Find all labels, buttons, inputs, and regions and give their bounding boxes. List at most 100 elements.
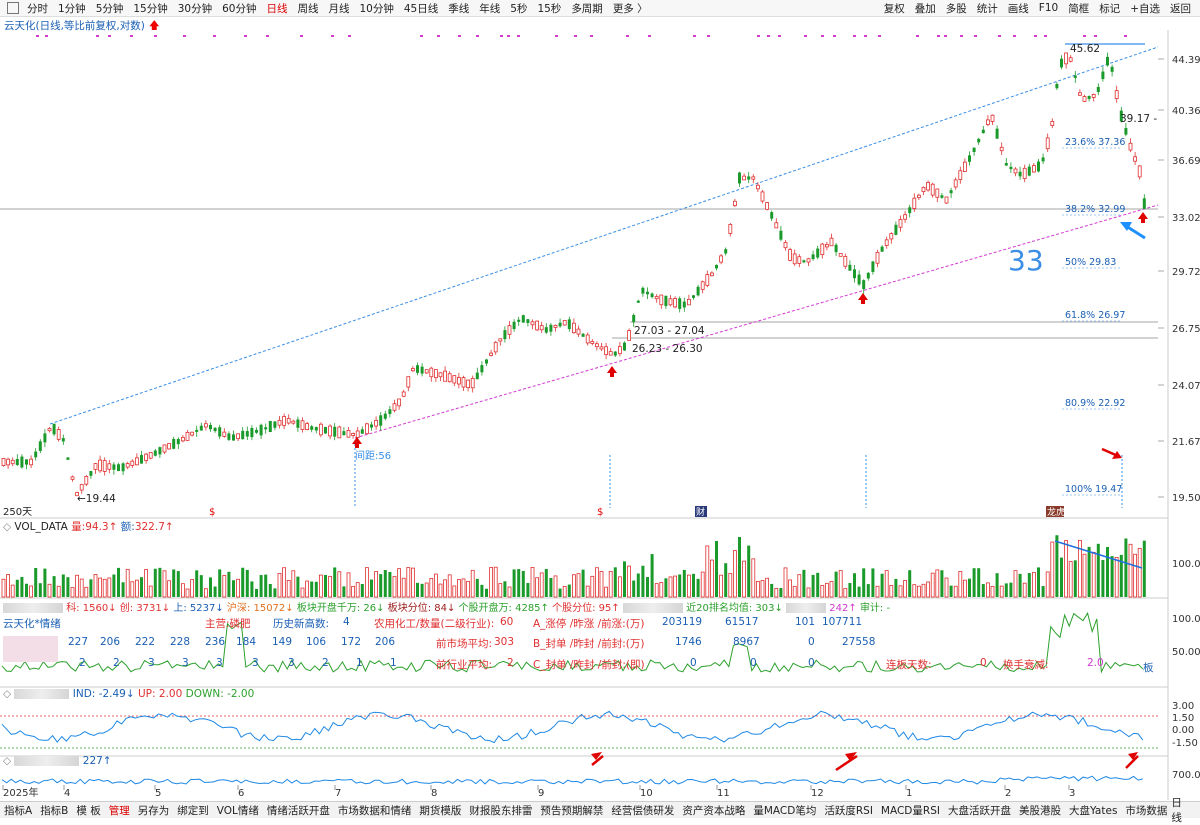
sentiment-value: 1 — [390, 657, 397, 669]
candle-body — [47, 428, 52, 432]
candle-body — [921, 186, 926, 193]
template-tab[interactable]: 财报股东排雷 — [469, 804, 533, 817]
volume-bar — [650, 554, 654, 597]
candle-body — [825, 244, 829, 248]
period-tab[interactable]: 周线 — [297, 2, 319, 15]
expand-icon[interactable]: ◇ — [3, 688, 12, 700]
template-tab[interactable]: 大盘Yates — [1068, 804, 1118, 817]
period-tab[interactable]: 日线 — [266, 2, 288, 15]
template-tab[interactable]: 量MACD笔均 — [753, 804, 817, 817]
candle-body — [673, 298, 677, 308]
function-tab[interactable]: 简框 — [1068, 2, 1090, 15]
template-tab[interactable]: 活跃度RSI — [824, 804, 873, 817]
candle-body — [79, 483, 84, 491]
template-tab[interactable]: 另存为 — [137, 804, 170, 817]
volume-bar — [898, 585, 903, 598]
candle-body — [364, 423, 369, 435]
function-tab[interactable]: 多股 — [945, 2, 967, 15]
volume-bar — [117, 567, 120, 597]
template-tab[interactable]: 模 板 — [76, 804, 101, 817]
volume-bar — [1, 578, 6, 598]
month-label: 8 — [431, 788, 437, 799]
template-tab[interactable]: 管理 — [108, 804, 130, 817]
template-tab[interactable]: 期货模版 — [419, 804, 462, 817]
candle-body — [751, 176, 756, 180]
candle-body — [728, 224, 733, 234]
expand-icon[interactable]: ◇ — [3, 521, 12, 533]
period-tab[interactable]: 1分钟 — [58, 2, 86, 15]
period-tab[interactable]: 季线 — [448, 2, 470, 15]
candle-body — [162, 444, 167, 453]
template-tab[interactable]: 预告预期解禁 — [540, 804, 604, 817]
candle-body — [342, 431, 346, 436]
period-indicator[interactable]: 日线 — [1171, 797, 1182, 824]
candle-body — [963, 161, 967, 172]
ind-header: ◇ IND: -2.49↓ UP: 2.00 DOWN: -2.00 — [3, 688, 254, 700]
template-tab[interactable]: 市场数据 — [1125, 804, 1168, 817]
candle-body — [259, 424, 263, 436]
function-tab[interactable]: 返回 — [1170, 2, 1191, 15]
period-tab[interactable]: 月线 — [328, 2, 350, 15]
period-tab[interactable]: 60分钟 — [222, 2, 257, 15]
template-tab[interactable]: 市场数据和情绪 — [337, 804, 412, 817]
period-tab[interactable]: 更多 〉 — [612, 2, 648, 15]
side-label: 板 — [1143, 662, 1154, 674]
candle-body — [968, 155, 971, 162]
volume-bar — [659, 582, 664, 598]
template-tab[interactable]: MACD量RSI — [880, 804, 940, 817]
month-label: 5 — [155, 788, 161, 799]
candle-body — [765, 202, 769, 210]
volume-bar — [981, 584, 985, 597]
candle-body — [990, 114, 995, 122]
period-tab[interactable]: 多周期 — [571, 2, 603, 15]
volume-bar — [493, 566, 498, 598]
sentiment-value: 2 — [79, 657, 86, 669]
period-tab[interactable]: 15秒 — [537, 2, 562, 15]
template-tab[interactable]: 情绪活跃开盘 — [266, 804, 330, 817]
window-icon[interactable] — [7, 2, 19, 14]
period-tab[interactable]: 30分钟 — [177, 2, 213, 15]
period-tab[interactable]: 10分钟 — [359, 2, 394, 15]
volume-bar — [623, 561, 626, 597]
volume-bar — [452, 585, 457, 598]
period-tab[interactable]: 5秒 — [510, 2, 528, 15]
template-tab[interactable]: 大盘活跃开盘 — [947, 804, 1011, 817]
template-tab[interactable]: 绑定到 — [177, 804, 209, 817]
period-tab[interactable]: 45日线 — [403, 2, 439, 15]
ind-tick: 1.50 — [1172, 713, 1194, 724]
period-tab[interactable]: 年线 — [479, 2, 501, 15]
function-tab[interactable]: 复权 — [883, 2, 905, 15]
volume-bar — [1032, 572, 1036, 598]
volume-bar — [70, 587, 75, 598]
template-tab[interactable]: 资产资本战略 — [682, 804, 746, 817]
function-tab[interactable]: 画线 — [1007, 2, 1029, 15]
period-tab[interactable]: 15分钟 — [133, 2, 168, 15]
period-tab[interactable]: 5分钟 — [95, 2, 124, 15]
expand-icon[interactable]: ◇ — [3, 755, 12, 767]
candle-body — [866, 272, 870, 279]
template-tab[interactable]: 美股港股 — [1018, 804, 1061, 817]
template-tab[interactable]: 指标B — [40, 804, 69, 817]
candle-body — [324, 427, 327, 434]
volume-bar — [424, 582, 429, 598]
function-tab[interactable]: 统计 — [976, 2, 998, 15]
candle-body — [742, 175, 746, 181]
month-label: 1 — [906, 788, 912, 799]
period-tab[interactable]: 分时 — [27, 2, 48, 15]
candle-body — [360, 429, 364, 434]
template-tab[interactable]: VOL情绪 — [216, 804, 259, 817]
redacted-block — [3, 603, 63, 613]
function-tab[interactable]: +自选 — [1130, 2, 1160, 15]
volume-bar — [986, 582, 990, 598]
function-tab[interactable]: 叠加 — [914, 2, 936, 15]
template-tab[interactable]: 经营偿债研发 — [611, 804, 675, 817]
volume-bar — [1101, 560, 1105, 597]
template-tab[interactable]: 指标A — [4, 804, 33, 817]
volume-bar — [498, 583, 503, 598]
high-annotation: 45.62 — [1070, 43, 1100, 55]
marker-dragon: 龙虎 — [1047, 506, 1065, 518]
function-tab[interactable]: F10 — [1038, 2, 1059, 14]
candle-body — [774, 222, 779, 229]
function-tab[interactable]: 标记 — [1099, 2, 1121, 15]
